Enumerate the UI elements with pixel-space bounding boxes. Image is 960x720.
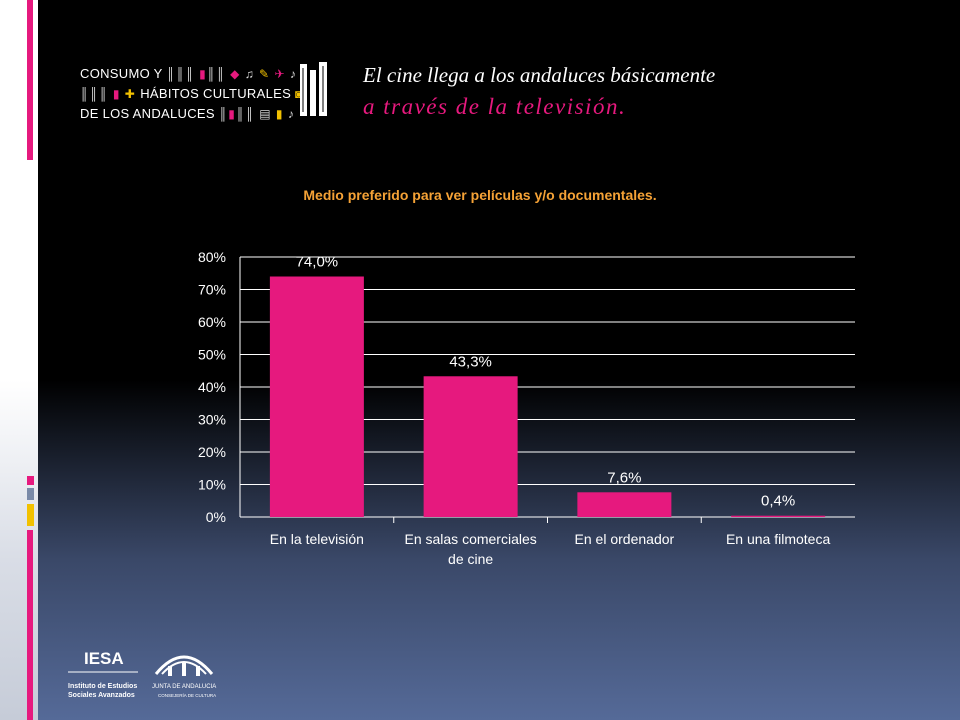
slide-title-line-1: El cine llega a los andaluces básicament… — [363, 63, 716, 87]
x-category-label: En el ordenador — [575, 531, 675, 547]
x-category-label: En una filmoteca — [726, 531, 830, 547]
accent-square-gray — [27, 488, 34, 500]
y-tick-label: 50% — [198, 347, 226, 363]
bar — [577, 492, 672, 517]
accent-square-pink — [27, 476, 34, 485]
books-icon — [300, 62, 327, 116]
junta-logo-name: JUNTA DE ANDALUCIA — [152, 684, 216, 690]
y-tick-label: 0% — [206, 509, 226, 525]
junta-andalucia-logo: JUNTA DE ANDALUCIA CONSEJERÍA DE CULTURA — [152, 655, 216, 698]
camera-icon: ◙ — [294, 87, 304, 101]
logo-icons-row-3: ║▮║║ ▤ ▮ ♪ — [218, 107, 295, 121]
x-category-label: de cine — [448, 551, 493, 567]
logo-line-1: CONSUMO Y — [80, 66, 163, 81]
y-tick-label: 30% — [198, 412, 226, 428]
iesa-logo-sub1: Instituto de Estudios — [68, 683, 137, 690]
accent-square-yellow — [27, 504, 34, 526]
data-label: 43,3% — [449, 353, 492, 370]
y-tick-label: 20% — [198, 444, 226, 460]
y-tick-label: 80% — [198, 249, 226, 265]
logo-icons-row-2: ║║║ ▮ ✚ — [80, 87, 136, 101]
x-category-label: En salas comerciales — [404, 531, 536, 547]
logo-line-3: DE LOS ANDALUCES — [80, 106, 215, 121]
bar — [731, 515, 826, 517]
y-tick-label: 70% — [198, 282, 226, 298]
accent-line-bottom — [27, 530, 33, 720]
iesa-logo-name: IESA — [84, 649, 124, 668]
data-label: 74,0% — [296, 254, 339, 271]
data-label: 7,6% — [607, 469, 641, 486]
accent-line-top — [27, 0, 33, 160]
survey-logo: CONSUMO Y ║║║ ▮║║ ◆ ♫ ✎ ✈ ♪ ║║║ ▮ ✚ HÁBI… — [80, 66, 330, 126]
chart-title: Medio preferido para ver películas y/o d… — [303, 187, 657, 203]
logo-line-2: HÁBITOS CULTURALES — [140, 86, 292, 101]
y-tick-label: 10% — [198, 477, 226, 493]
iesa-logo-sub2: Sociales Avanzados — [68, 692, 135, 699]
data-label: 0,4% — [761, 493, 795, 510]
junta-logo-sub: CONSEJERÍA DE CULTURA — [158, 692, 216, 698]
x-category-label: En la televisión — [270, 531, 364, 547]
slide-title-line-2: a través de la televisión. — [363, 94, 627, 119]
bar — [269, 276, 364, 517]
y-tick-label: 40% — [198, 379, 226, 395]
bar — [423, 376, 518, 517]
iesa-logo: IESA Instituto de Estudios Sociales Avan… — [68, 649, 138, 699]
y-tick-label: 60% — [198, 314, 226, 330]
logo-icons-row-1: ║║║ ▮║║ ◆ ♫ ✎ ✈ ♪ — [166, 67, 297, 81]
